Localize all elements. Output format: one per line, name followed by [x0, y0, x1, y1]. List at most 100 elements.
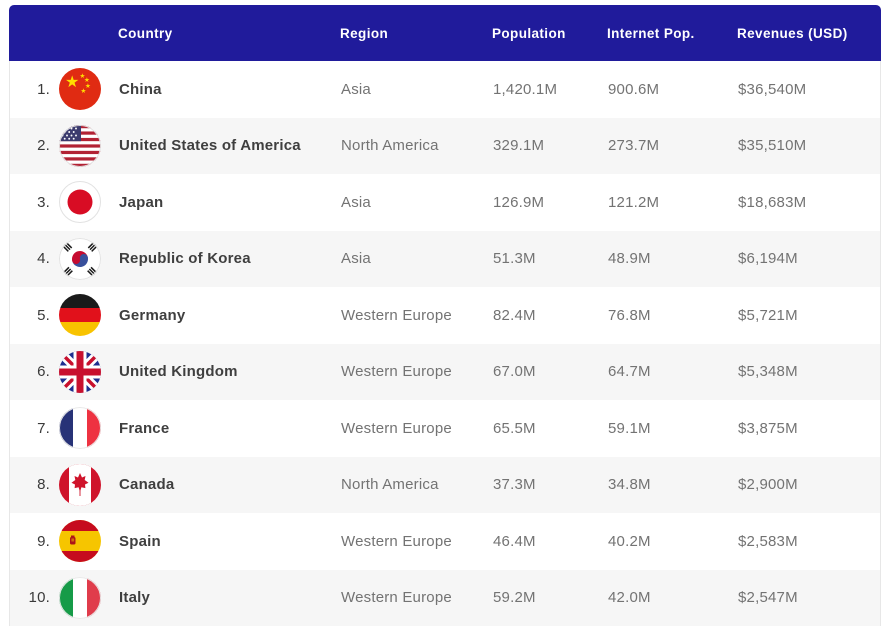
- revenues-cell: $36,540M: [738, 80, 807, 98]
- flag-cell: [59, 181, 119, 224]
- svg-text:★: ★: [85, 82, 91, 90]
- population-cell: 46.4M: [493, 532, 536, 550]
- svg-text:★: ★: [84, 76, 90, 84]
- flag-cell: [59, 350, 119, 393]
- table-row: 7. France Western Europe 65.5M 59.1M $3,…: [10, 400, 880, 457]
- rank-cell: 6.: [37, 363, 50, 381]
- rank-cell: 8.: [37, 476, 50, 494]
- table-row: 10. Italy Western Europe 59.2M 42.0M $2,…: [10, 569, 880, 626]
- table-row: 6. United Kingdom Western Europe 67.0M 6…: [10, 343, 880, 400]
- internet-pop-cell: 42.0M: [608, 589, 651, 607]
- revenues-cell: $35,510M: [738, 137, 807, 155]
- uk-flag-icon: [59, 350, 101, 393]
- revenues-cell: $2,547M: [738, 589, 798, 607]
- population-cell: 1,420.1M: [493, 80, 558, 98]
- flag-cell: [59, 237, 119, 280]
- region-cell: Western Europe: [341, 306, 452, 324]
- revenues-cell: $3,875M: [738, 419, 798, 437]
- column-header-revenues: Revenues (USD): [737, 25, 848, 41]
- region-cell: Asia: [341, 193, 371, 211]
- column-header-population: Population: [492, 25, 566, 41]
- population-cell: 126.9M: [493, 193, 545, 211]
- rank-cell: 1.: [37, 80, 50, 98]
- population-cell: 37.3M: [493, 476, 536, 494]
- internet-pop-cell: 121.2M: [608, 193, 660, 211]
- rank-cell: 5.: [37, 306, 50, 324]
- population-cell: 67.0M: [493, 363, 536, 381]
- rank-cell: 10.: [28, 589, 50, 607]
- internet-pop-cell: 76.8M: [608, 306, 651, 324]
- country-cell: Republic of Korea: [119, 250, 251, 268]
- region-cell: North America: [341, 476, 439, 494]
- country-cell: Italy: [119, 589, 151, 607]
- internet-pop-cell: 34.8M: [608, 476, 651, 494]
- china-flag-icon: ★ ★ ★ ★ ★: [59, 68, 101, 111]
- population-cell: 51.3M: [493, 250, 536, 268]
- population-cell: 65.5M: [493, 419, 536, 437]
- revenues-cell: $5,721M: [738, 306, 798, 324]
- flag-cell: [59, 576, 119, 619]
- internet-pop-cell: 900.6M: [608, 80, 660, 98]
- france-flag-icon: [59, 407, 101, 450]
- region-cell: North America: [341, 137, 439, 155]
- internet-pop-cell: 40.2M: [608, 532, 651, 550]
- table-row: 8. Canada North America 37.3M 34.8M $2,9…: [10, 456, 880, 513]
- flag-cell: [59, 124, 119, 167]
- region-cell: Western Europe: [341, 589, 452, 607]
- svg-text:★: ★: [81, 87, 87, 95]
- column-header-country: Country: [118, 25, 173, 41]
- revenues-cell: $18,683M: [738, 193, 807, 211]
- rank-cell: 9.: [37, 532, 50, 550]
- svg-text:★: ★: [80, 72, 86, 80]
- country-cell: United States of America: [119, 137, 301, 155]
- region-cell: Asia: [341, 250, 371, 268]
- flag-cell: [59, 407, 119, 450]
- revenues-cell: $5,348M: [738, 363, 798, 381]
- table-header: Country Region Population Internet Pop. …: [9, 5, 881, 61]
- table-row: 3. Japan Asia 126.9M 121.2M $18,683M: [10, 174, 880, 231]
- country-cell: Germany: [119, 306, 186, 324]
- region-cell: Western Europe: [341, 532, 452, 550]
- table-body: 1. ★ ★ ★ ★ ★ China Asia 1,420.1M 900.6M $36,…: [9, 61, 881, 626]
- flag-cell: [59, 520, 119, 563]
- column-header-internet-pop: Internet Pop.: [607, 25, 695, 41]
- spain-flag-icon: [59, 520, 101, 563]
- usa-flag-icon: [59, 124, 101, 167]
- country-cell: China: [119, 80, 162, 98]
- italy-flag-icon: [59, 576, 101, 619]
- country-cell: United Kingdom: [119, 363, 238, 381]
- table-row: 9. Spain Western Europe 46.4M 40.2M $2,5…: [10, 513, 880, 570]
- rank-cell: 2.: [37, 137, 50, 155]
- rank-cell: 4.: [37, 250, 50, 268]
- country-cell: Canada: [119, 476, 175, 494]
- region-cell: Western Europe: [341, 419, 452, 437]
- population-cell: 59.2M: [493, 589, 536, 607]
- rank-cell: 7.: [37, 419, 50, 437]
- revenues-cell: $6,194M: [738, 250, 798, 268]
- table-row: 5. Germany Western Europe 82.4M 76.8M $5…: [10, 287, 880, 344]
- flag-cell: [59, 463, 119, 506]
- table-row: 1. ★ ★ ★ ★ ★ China Asia 1,420.1M 900.6M $36,…: [10, 61, 880, 118]
- country-cell: Japan: [119, 193, 164, 211]
- flag-cell: ★ ★ ★ ★ ★: [59, 68, 119, 111]
- canada-flag-icon: [59, 463, 101, 506]
- country-cell: Spain: [119, 532, 161, 550]
- column-header-region: Region: [340, 25, 389, 41]
- rank-cell: 3.: [37, 193, 50, 211]
- table-row: 4. Republic of Korea Asia 51.3M 48.9M $6…: [10, 230, 880, 287]
- internet-pop-cell: 273.7M: [608, 137, 660, 155]
- flag-cell: [59, 294, 119, 337]
- revenues-cell: $2,583M: [738, 532, 798, 550]
- japan-flag-icon: [59, 181, 101, 224]
- germany-flag-icon: [59, 294, 101, 337]
- internet-pop-cell: 64.7M: [608, 363, 651, 381]
- internet-pop-cell: 59.1M: [608, 419, 651, 437]
- svg-text:★: ★: [65, 72, 80, 91]
- south-korea-flag-icon: [59, 237, 101, 280]
- population-cell: 329.1M: [493, 137, 545, 155]
- country-cell: France: [119, 419, 170, 437]
- region-cell: Western Europe: [341, 363, 452, 381]
- population-cell: 82.4M: [493, 306, 536, 324]
- table-row: 2. United States of America North Americ…: [10, 117, 880, 174]
